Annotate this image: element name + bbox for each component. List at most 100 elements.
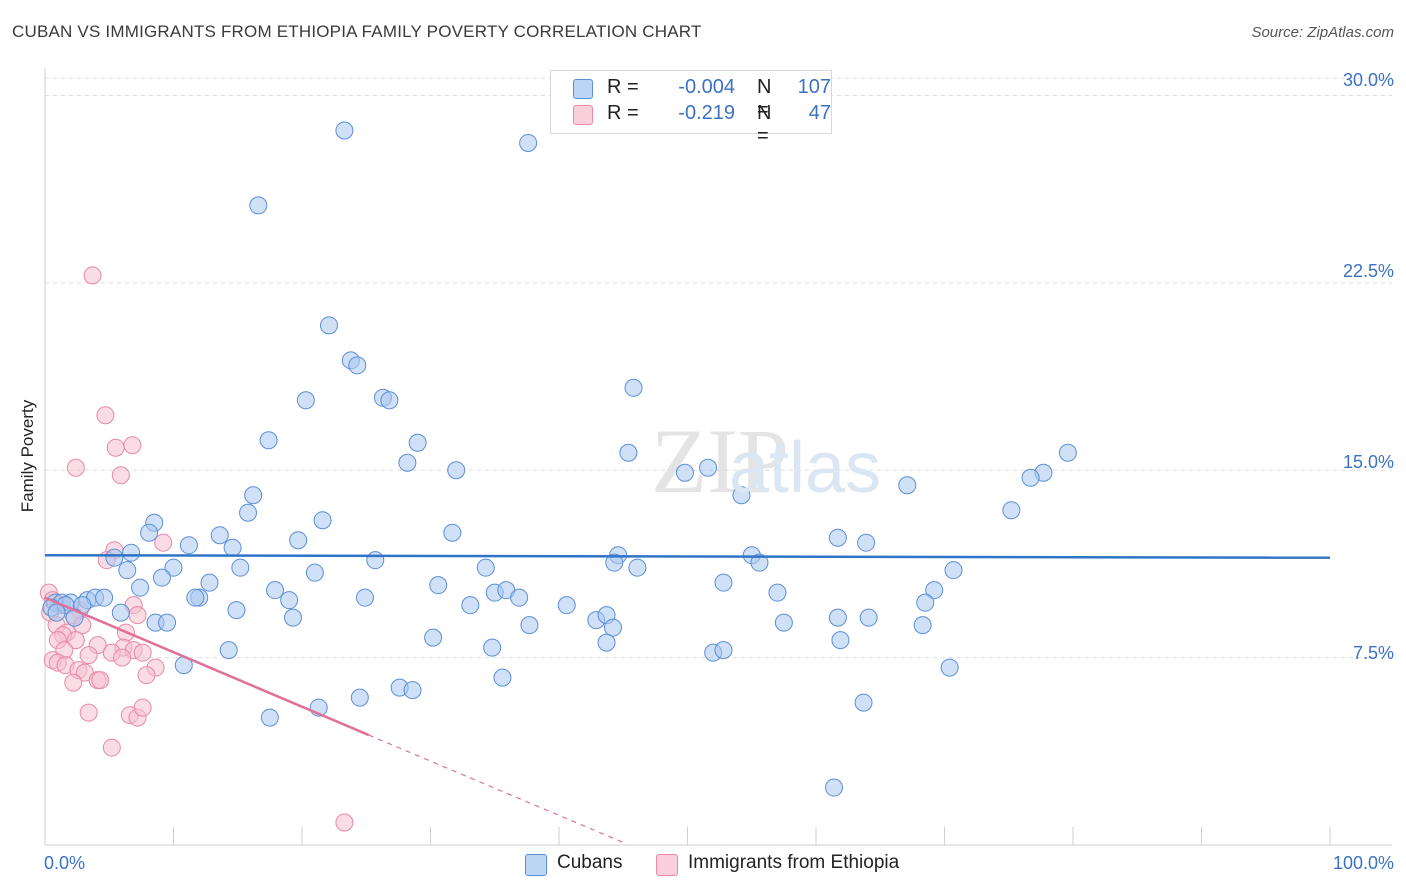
ethiopia-trend-extension [368, 734, 624, 844]
ethiopia-point [66, 458, 85, 477]
ethiopia-point [79, 703, 98, 722]
cuban-point [824, 778, 843, 797]
cuban-point [714, 641, 733, 660]
cuban-point [179, 536, 198, 555]
cuban-point [619, 443, 638, 462]
y-tick-label: 30.0% [1342, 70, 1394, 90]
cuban-point [493, 668, 512, 687]
cuban-point [714, 573, 733, 592]
cubans-swatch [525, 854, 547, 876]
cuban-point [857, 533, 876, 552]
legend-label: Immigrants from Ethiopia [688, 852, 900, 873]
legend-n-label: N = [757, 76, 772, 121]
cuban-point [355, 588, 374, 607]
cuban-point [483, 638, 502, 657]
legend-r-value: -0.219 [678, 102, 735, 124]
ethiopia-trend-line [44, 596, 370, 737]
legend-n-value: 47 [808, 102, 831, 124]
trend-lines [44, 553, 1331, 844]
ethiopia-point [102, 738, 121, 757]
ethiopia-point [106, 438, 125, 457]
cuban-point [305, 563, 324, 582]
ethiopia-point [335, 813, 354, 832]
cuban-point [750, 553, 769, 572]
ethiopia-point [91, 671, 110, 690]
cuban-point [210, 526, 229, 545]
cuban-point [227, 601, 246, 620]
ethiopia-point [83, 266, 102, 285]
cuban-point [768, 583, 787, 602]
cuban-point [519, 133, 538, 152]
legend-n-value: 107 [797, 76, 831, 98]
cuban-point [313, 511, 332, 530]
cuban-point [461, 596, 480, 615]
cuban-point [732, 486, 751, 505]
ethiopia-swatch [573, 105, 593, 125]
cuban-point [854, 693, 873, 712]
cuban-point [350, 688, 369, 707]
ethiopia-point [128, 606, 147, 625]
cuban-point [443, 523, 462, 542]
cuban-point [280, 591, 299, 610]
cuban-point [319, 316, 338, 335]
cuban-point [925, 581, 944, 600]
y-tick-label: 22.5% [1342, 261, 1394, 281]
ethiopia-point [96, 406, 115, 425]
y-tick-label: 7.5% [1352, 643, 1394, 663]
cuban-point [231, 558, 250, 577]
cuban-point [831, 631, 850, 650]
cuban-point [111, 603, 130, 622]
x-tick-label: 0.0% [44, 853, 86, 873]
cuban-point [249, 196, 268, 215]
cubans-swatch [573, 79, 593, 99]
cuban-point [424, 628, 443, 647]
cuban-point [47, 603, 66, 622]
cuban-point [223, 538, 242, 557]
cuban-point [284, 608, 303, 627]
cuban-point [296, 391, 315, 410]
cuban-point [398, 453, 417, 472]
cuban-point [520, 616, 539, 635]
cuban-point [916, 593, 935, 612]
watermark: ZIP [651, 410, 789, 512]
watermark-atlas: atlas [729, 428, 881, 508]
cuban-point [219, 641, 238, 660]
ethiopia-point [133, 698, 152, 717]
cuban-point [348, 356, 367, 375]
legend-r-label: R = [607, 76, 639, 98]
cuban-point [1002, 501, 1021, 520]
ethiopia-point [64, 673, 83, 692]
cuban-point [944, 561, 963, 580]
cuban-point [152, 568, 171, 587]
cuban-point [597, 633, 616, 652]
cuban-point [366, 551, 385, 570]
ethiopia-point [79, 646, 98, 665]
source-credit: Source: ZipAtlas.com [1251, 24, 1394, 41]
cuban-point [675, 463, 694, 482]
ethiopia-point [154, 533, 173, 552]
cuban-point [122, 543, 141, 562]
cuban-point [289, 531, 308, 550]
ethiopia-point [66, 631, 85, 650]
ethiopia-points [39, 266, 354, 832]
cubans-trend-line [44, 553, 1331, 559]
cuban-point [898, 476, 917, 495]
cuban-point [118, 561, 137, 580]
legend-r-value: -0.004 [678, 76, 735, 98]
cuban-point [605, 553, 624, 572]
cuban-point [828, 528, 847, 547]
ethiopia-point [123, 436, 142, 455]
ethiopia-point [133, 643, 152, 662]
axes [44, 68, 1392, 846]
ethiopia-point [111, 466, 130, 485]
cuban-point [940, 658, 959, 677]
legend-r-label: R = [607, 102, 639, 124]
cuban-points [42, 121, 1077, 797]
cuban-point [557, 596, 576, 615]
cuban-point [105, 548, 124, 567]
cuban-point [913, 616, 932, 635]
chart-title: CUBAN VS IMMIGRANTS FROM ETHIOPIA FAMILY… [12, 22, 702, 41]
correlation-legend: R = -0.004 N = 107 R = -0.219 N = 47 [550, 70, 832, 147]
cuban-point [510, 588, 529, 607]
